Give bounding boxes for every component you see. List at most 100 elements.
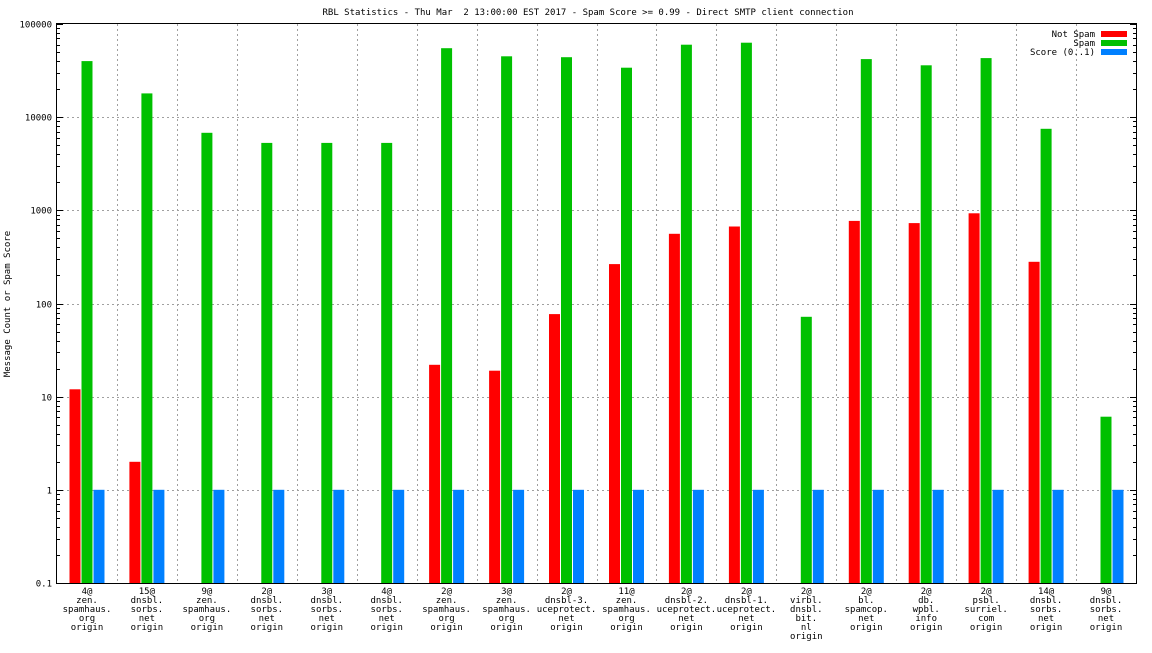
x-tick-label-line: origin (670, 623, 703, 633)
x-tick-label-line: zen. (616, 596, 638, 606)
x-tick-label-line: sorbs. (1030, 605, 1063, 615)
bar-spam (141, 93, 153, 584)
y-tick-label: 1000 (30, 207, 52, 217)
x-tick-label-line: origin (610, 623, 643, 633)
x-tick-label: 2@ db. wpbl. info origin (910, 587, 943, 633)
x-tick-label-line: origin (71, 623, 104, 633)
x-tick-label-line: spamhaus. (602, 605, 651, 615)
bar-score-0-1 (872, 489, 884, 583)
grid-layer (57, 24, 1136, 583)
x-tick-label-line: dnsbl. (311, 596, 344, 606)
x-tick-label-line: net (319, 614, 335, 624)
bar-score-0-1 (333, 489, 345, 583)
x-tick-label: 9@ zen. spamhaus. org origin (183, 587, 232, 633)
bar-score-0-1 (573, 489, 584, 583)
bar-score-0-1 (1052, 489, 1064, 583)
bar-score-0-1 (1112, 489, 1124, 583)
x-tick-label-line: org (498, 614, 514, 624)
y-tick-label: 10000 (25, 114, 52, 124)
x-tick-label: 9@ dnsbl. sorbs. net origin (1090, 587, 1123, 633)
bar-score-0-1 (393, 489, 405, 583)
bar-not-spam (848, 220, 860, 583)
x-tick-label-line: org (79, 614, 95, 624)
x-tick-label-line: dnsbl. (1030, 596, 1063, 606)
x-tick-label-line: zen. (496, 596, 518, 606)
y-axis-label: Message Count or Spam Score (3, 231, 13, 377)
x-tick-label-line: net (379, 614, 395, 624)
x-tick-label-line: 2@ (861, 587, 872, 597)
x-tick-label-line: uceprotect. (717, 605, 777, 615)
x-tick-label-line: net (858, 614, 874, 624)
x-tick-label-line: 14@ (1038, 587, 1055, 597)
legend-swatch (1101, 40, 1127, 46)
bar-not-spam (489, 370, 501, 583)
x-tick-label-line: origin (131, 623, 164, 633)
x-tick-label-line: 9@ (1101, 587, 1112, 597)
x-tick-label-line: 2@ (441, 587, 452, 597)
bar-spam (201, 132, 213, 584)
x-tick-label-line: org (199, 614, 215, 624)
x-tick-label-line: origin (790, 632, 823, 642)
x-tick-label: 2@ zen. spamhaus. org origin (422, 587, 471, 633)
x-tick-label-line: net (738, 614, 754, 624)
x-tick-label: 2@ bl. spamcop. net origin (845, 587, 888, 633)
x-tick-label-line: zen. (436, 596, 458, 606)
x-tick-label-line: 2@ (681, 587, 692, 597)
x-tick-label: 2@ dnsbl-3. uceprotect. net origin (537, 587, 597, 633)
x-tick-label-line: dnsbl. (1090, 596, 1123, 606)
x-tick-label-line: 2@ (561, 587, 572, 597)
x-tick-label-line: origin (730, 623, 763, 633)
x-tick-label-line: net (259, 614, 275, 624)
bar-not-spam (69, 389, 81, 583)
x-tick-label-line: 4@ (82, 587, 93, 597)
x-tick-label-line: surriel. (964, 605, 1007, 615)
x-tick-label: 14@ dnsbl. sorbs. net origin (1030, 587, 1063, 633)
x-tick-label: 11@ zen. spamhaus. org origin (602, 587, 651, 633)
x-tick-label-line: origin (550, 623, 583, 633)
x-tick-label-line: org (438, 614, 454, 624)
x-tick-label-line: zen. (196, 596, 218, 606)
bar-score-0-1 (153, 489, 165, 583)
chart-title: RBL Statistics - Thu Mar 2 13:00:00 EST … (322, 8, 853, 18)
y-tick-label: 1 (47, 487, 52, 497)
plot-frame (56, 23, 1137, 584)
x-tick-label-line: 11@ (618, 587, 635, 597)
x-tick-label: 2@ dnsbl-1. uceprotect. net origin (717, 587, 777, 633)
bar-spam (680, 44, 692, 583)
y-tick-label: 100 (36, 301, 52, 311)
x-tick-label-line: zen. (76, 596, 98, 606)
x-tick-label-line: com (978, 614, 994, 624)
x-tick-label-line: sorbs. (131, 605, 164, 615)
x-tick-label-line: spamhaus. (422, 605, 471, 615)
x-tick-label-line: psbl. (973, 596, 1000, 606)
x-tick-label-line: uceprotect. (657, 605, 717, 615)
x-tick-label: 2@ dnsbl. sorbs. net origin (251, 587, 284, 633)
x-tick-label-line: dnsbl-1. (725, 596, 768, 606)
bar-spam (441, 48, 453, 583)
x-tick-label-line: virbl. (790, 596, 823, 606)
legend-swatch (1101, 49, 1127, 55)
x-tick-label-line: sorbs. (311, 605, 344, 615)
bar-not-spam (968, 213, 980, 584)
x-tick-label-line: db. (918, 596, 934, 606)
x-tick-label-line: origin (910, 623, 943, 633)
x-tick-label-line: 2@ (261, 587, 272, 597)
x-tick-label-line: origin (1030, 623, 1063, 633)
x-tick-label-line: origin (490, 623, 523, 633)
x-tick-label-line: 15@ (139, 587, 156, 597)
bar-not-spam (1028, 261, 1040, 583)
bar-score-0-1 (692, 489, 704, 583)
x-tick-label-line: dnsbl. (790, 605, 823, 615)
x-tick-label-line: sorbs. (370, 605, 403, 615)
bar-not-spam (549, 314, 560, 583)
bar-score-0-1 (513, 489, 525, 583)
x-tick-label-line: dnsbl. (370, 596, 403, 606)
legend-swatch (1101, 31, 1127, 37)
bar-spam (501, 56, 513, 584)
bar-spam (920, 65, 932, 584)
x-tick-label-line: org (618, 614, 634, 624)
x-tick-label-line: spamhaus. (183, 605, 232, 615)
legend-label: Spam (1073, 39, 1095, 49)
x-tick-label-line: origin (311, 623, 344, 633)
